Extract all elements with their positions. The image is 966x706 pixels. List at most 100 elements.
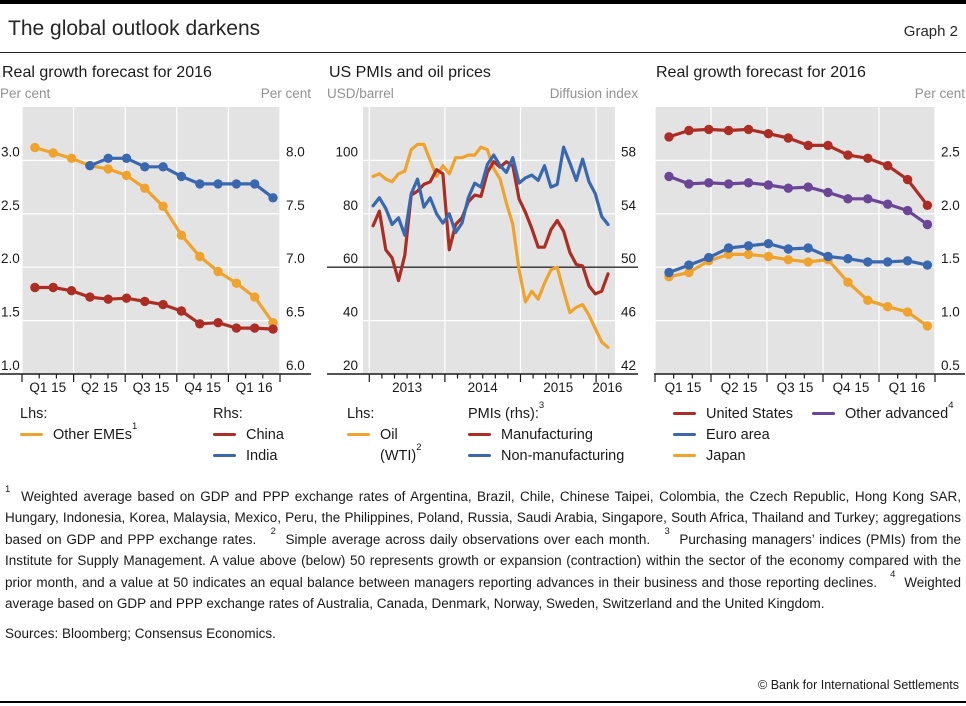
data-point — [195, 179, 205, 189]
top-border-bar — [0, 0, 966, 4]
data-point — [250, 323, 260, 333]
data-point — [883, 199, 893, 209]
right-axis-tick-label: 50 — [621, 251, 636, 266]
data-point — [723, 243, 734, 253]
legend-label: Oil — [380, 427, 398, 443]
legend-item: Japan — [673, 446, 793, 467]
legend-swatch-blue — [673, 432, 696, 436]
chart-panel-emerging: Real growth forecast for 2016 Per cent Pe… — [0, 53, 311, 474]
legend-item: India — [213, 446, 284, 467]
data-point — [743, 124, 754, 135]
legend-swatch-purple — [812, 411, 835, 415]
data-point — [664, 132, 674, 142]
legend-item: China — [213, 425, 284, 446]
left-axis-tick-label: 80 — [343, 198, 358, 213]
data-point — [250, 179, 260, 189]
legend-swatch-blue — [468, 453, 491, 457]
data-point — [843, 254, 853, 264]
plot-area — [22, 107, 280, 374]
data-point — [803, 257, 813, 267]
data-point — [268, 193, 278, 203]
data-point — [783, 133, 793, 143]
data-point — [684, 179, 694, 189]
data-point — [763, 129, 774, 139]
x-axis-tick-label: 2014 — [468, 380, 499, 395]
data-point — [783, 183, 793, 193]
data-point — [783, 255, 793, 265]
data-point — [803, 140, 813, 151]
right-axis-tick-label: 6.0 — [286, 358, 305, 373]
legend-item: Non-manufacturing — [468, 446, 624, 467]
panel-title: Real growth forecast for 2016 — [656, 64, 866, 81]
data-point — [684, 260, 694, 270]
panel-title: Real growth forecast for 2016 — [2, 64, 212, 81]
right-axis-tick-label: 1.5 — [941, 251, 960, 266]
legend-item: Euro area — [673, 425, 793, 446]
legend-label: Other advanced4 — [845, 400, 954, 422]
data-point — [902, 307, 913, 317]
data-point — [723, 125, 734, 136]
data-point — [763, 180, 774, 190]
data-point — [883, 161, 893, 171]
graph-number-label: Graph 2 — [903, 23, 958, 40]
legend-item: Oil — [347, 425, 422, 446]
legend-label: China — [246, 427, 284, 443]
x-axis-tick-label: Q3 15 — [777, 380, 814, 395]
data-point — [803, 182, 813, 192]
legend-swatch-red — [213, 432, 236, 436]
data-point — [103, 153, 113, 163]
data-point — [883, 257, 893, 267]
data-point — [723, 179, 734, 189]
data-point — [863, 257, 873, 267]
data-point — [863, 295, 873, 305]
data-point — [664, 171, 674, 182]
legend-column: Lhs: Oil (WTI)2 — [347, 404, 422, 467]
data-point — [268, 324, 278, 334]
x-axis-tick-label: Q4 15 — [833, 380, 870, 395]
legend-column: United States Euro area Japan — [673, 404, 793, 467]
page-title: The global outlook darkens — [8, 17, 261, 40]
data-point — [30, 282, 40, 293]
data-point — [250, 292, 260, 302]
right-axis-unit-label: Per cent — [261, 86, 311, 101]
right-axis-tick-label: 2.0 — [941, 198, 960, 213]
data-point — [863, 194, 873, 204]
data-point — [743, 178, 754, 188]
footnote-marker: 4 — [890, 569, 896, 581]
data-point — [121, 153, 132, 163]
chart-legend: United States Euro area Japan Other advance… — [654, 400, 965, 474]
legend-column: Lhs: Other EMEs1 — [20, 404, 137, 446]
right-axis-tick-label: 0.5 — [941, 358, 960, 373]
data-point — [195, 319, 205, 329]
sources-line: Sources: Bloomberg; Consensus Economics. — [5, 626, 276, 642]
data-point — [176, 306, 187, 316]
title-divider — [0, 52, 966, 53]
legend-swatch-blue — [213, 453, 236, 457]
x-axis-tick-label: 2016 — [592, 380, 622, 395]
data-point — [103, 294, 113, 304]
legend-label: Other EMEs1 — [53, 421, 138, 443]
legend-header: PMIs (rhs):3 — [468, 400, 545, 422]
data-point — [743, 241, 754, 251]
data-point — [823, 140, 833, 151]
data-point — [140, 296, 150, 307]
data-point — [664, 267, 674, 278]
data-point — [843, 194, 853, 204]
data-point — [922, 200, 933, 210]
x-axis-tick-label: Q1 15 — [29, 380, 66, 395]
legend-swatch-red — [468, 432, 491, 436]
legend-header: Lhs: — [20, 406, 48, 422]
left-axis-tick-label: 2.0 — [1, 251, 20, 266]
data-point — [823, 251, 833, 262]
legend-item: United States — [673, 404, 793, 425]
data-point — [176, 230, 187, 240]
data-point — [704, 124, 714, 135]
x-axis-tick-label: 2015 — [543, 380, 573, 395]
right-axis-tick-label: 54 — [621, 198, 637, 213]
left-axis-tick-label: 40 — [343, 305, 358, 320]
legend-header: Rhs: — [213, 406, 243, 422]
legend-item: Manufacturing — [468, 425, 624, 446]
data-point — [48, 282, 58, 293]
data-point — [704, 252, 714, 263]
